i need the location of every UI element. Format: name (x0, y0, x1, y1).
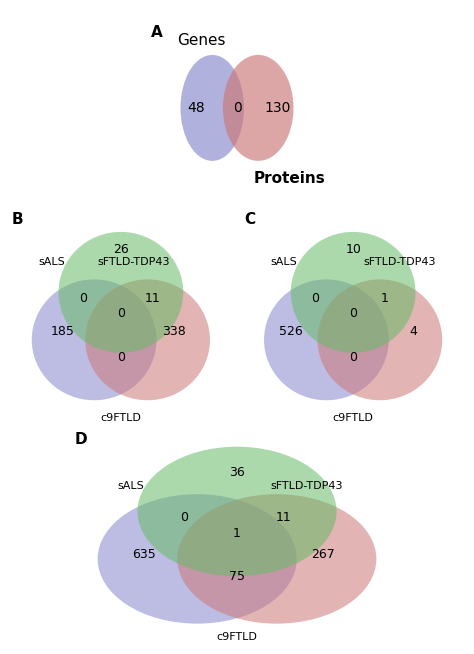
Ellipse shape (181, 55, 244, 161)
Text: 0: 0 (117, 351, 125, 364)
Text: 0: 0 (349, 307, 357, 320)
Text: 11: 11 (275, 511, 292, 525)
Text: 0: 0 (349, 351, 357, 364)
Text: sALS: sALS (38, 257, 65, 267)
Text: sFTLD-TDP43: sFTLD-TDP43 (97, 257, 170, 267)
Circle shape (98, 494, 297, 624)
Circle shape (318, 279, 442, 400)
Text: D: D (74, 432, 87, 447)
Circle shape (177, 494, 376, 624)
Ellipse shape (223, 55, 293, 161)
Text: 1: 1 (233, 526, 241, 540)
Text: 26: 26 (113, 243, 129, 256)
Text: 11: 11 (144, 292, 160, 305)
Text: sALS: sALS (118, 481, 144, 490)
Circle shape (32, 279, 156, 400)
Text: 10: 10 (345, 243, 361, 256)
Text: 4: 4 (410, 324, 417, 337)
Circle shape (291, 232, 416, 353)
Text: 338: 338 (163, 324, 186, 337)
Text: 185: 185 (51, 324, 75, 337)
Text: 0: 0 (117, 307, 125, 320)
Text: 36: 36 (229, 466, 245, 479)
Text: sFTLD-TDP43: sFTLD-TDP43 (271, 481, 343, 490)
Circle shape (58, 232, 183, 353)
Circle shape (137, 447, 337, 576)
Text: c9FTLD: c9FTLD (217, 632, 257, 642)
Text: 0: 0 (180, 511, 188, 525)
Text: 130: 130 (264, 101, 291, 115)
Text: 0: 0 (79, 292, 87, 305)
Text: c9FTLD: c9FTLD (100, 413, 141, 422)
Text: 48: 48 (188, 101, 205, 115)
Text: sALS: sALS (271, 257, 298, 267)
Text: B: B (12, 213, 23, 228)
Text: Genes: Genes (177, 33, 226, 48)
Text: 635: 635 (132, 548, 156, 561)
Text: 0: 0 (233, 101, 241, 115)
Text: sFTLD-TDP43: sFTLD-TDP43 (363, 257, 436, 267)
Text: A: A (150, 25, 162, 40)
Text: 0: 0 (311, 292, 319, 305)
Circle shape (264, 279, 389, 400)
Text: 267: 267 (311, 548, 335, 561)
Text: 75: 75 (229, 570, 245, 583)
Text: C: C (244, 213, 255, 228)
Text: 1: 1 (380, 292, 388, 305)
Text: Proteins: Proteins (254, 171, 326, 186)
Circle shape (85, 279, 210, 400)
Text: 526: 526 (279, 324, 302, 337)
Text: c9FTLD: c9FTLD (333, 413, 374, 422)
